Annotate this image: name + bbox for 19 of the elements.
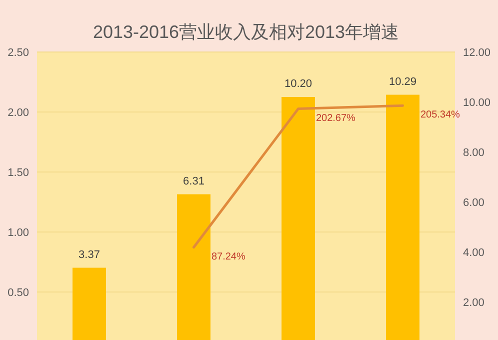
- data-label: 205.34%: [420, 110, 460, 121]
- y-tick-label: 1.50: [8, 167, 29, 179]
- y2-tick-label: 2.00: [463, 297, 484, 309]
- y2-tick-label: 10.00: [463, 97, 491, 109]
- data-label: 202.67%: [316, 112, 356, 124]
- data-label: 3.37: [78, 248, 100, 261]
- y2-tick-label: 12.00: [463, 47, 491, 59]
- data-label: 87.24%: [211, 251, 246, 262]
- y-tick-label: 1.00: [8, 227, 29, 239]
- y2-tick-label: 8.00: [463, 147, 484, 159]
- y-tick-label: 2.00: [8, 107, 29, 119]
- chart-title: 2013-2016营业收入及相对2013年增速: [92, 22, 400, 42]
- y-tick-label: 2.50: [8, 47, 29, 59]
- data-label: 10.29: [388, 76, 417, 88]
- y2-tick-label: 4.00: [463, 247, 484, 259]
- y2-tick-label: 6.00: [463, 197, 484, 209]
- data-label: 10.20: [284, 78, 312, 90]
- data-label: 6.31: [183, 175, 204, 188]
- y-tick-label: 0.50: [8, 287, 29, 299]
